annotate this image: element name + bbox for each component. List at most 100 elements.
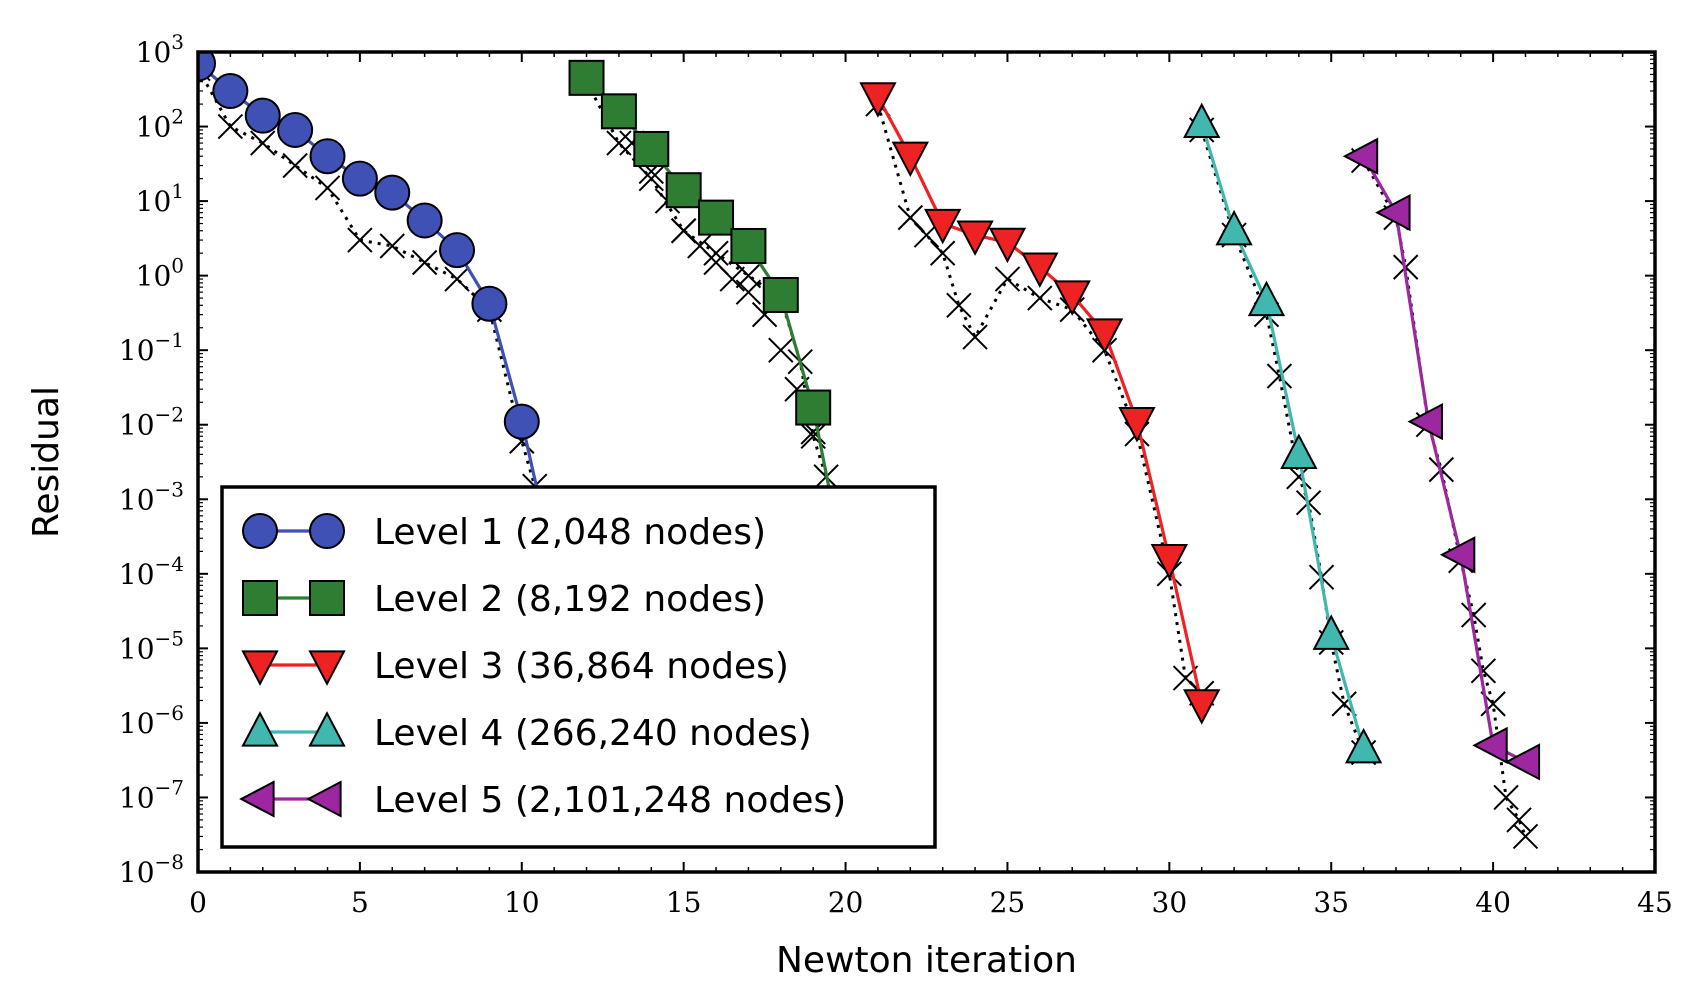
reference-cross-marker <box>411 249 438 276</box>
x-tick-labels: 0 5 10 15 20 25 30 35 40 45 <box>189 886 1673 919</box>
y-tick-label: 10−5 <box>119 626 184 665</box>
x-tick-label: 45 <box>1637 886 1673 919</box>
triangle-down-marker <box>1053 280 1091 316</box>
triangle-left-marker <box>239 780 275 818</box>
reference-cross-marker <box>929 240 956 266</box>
series-2 <box>568 59 835 507</box>
y-tick-label: 10−6 <box>119 701 184 740</box>
y-tick-label: 101 <box>136 179 184 218</box>
square-marker <box>600 93 637 130</box>
y-tick-label: 10−7 <box>119 775 184 814</box>
x-axis-title: Newton iteration <box>776 940 1077 981</box>
reference-cross-marker <box>347 227 373 253</box>
triangle-up-marker <box>241 711 279 747</box>
triangle-down-marker <box>1183 689 1221 725</box>
triangle-down-marker <box>1021 252 1059 288</box>
circle-marker <box>341 160 378 197</box>
series-layer <box>198 52 1541 781</box>
circle-marker <box>212 72 249 109</box>
square-marker <box>698 199 735 236</box>
x-tick-label: 15 <box>666 886 702 919</box>
square-marker <box>665 172 702 209</box>
legend-label: Level 2 (8,192 nodes) <box>374 579 766 620</box>
circle-marker <box>439 232 476 269</box>
y-tick-labels: 103 102 101 100 10−1 10−2 10−3 10−4 10−5 10−6 10−7… <box>119 30 184 889</box>
triangle-down-marker <box>956 220 994 256</box>
triangle-left-marker <box>1504 743 1541 781</box>
triangle-down-marker <box>924 208 962 245</box>
circle-marker <box>309 513 345 549</box>
reference-cross-marker <box>250 130 276 156</box>
x-tick-label: 35 <box>1313 886 1349 919</box>
x-tick-label: 20 <box>828 886 864 919</box>
y-tick-label: 10−8 <box>119 850 184 889</box>
triangle-down-marker <box>988 227 1027 264</box>
legend-label: Level 4 (266,240 nodes) <box>374 713 812 754</box>
reference-cross-marker <box>444 266 470 292</box>
triangle-left-marker <box>1375 193 1411 232</box>
square-marker <box>633 130 670 167</box>
x-tick-label: 0 <box>189 886 207 919</box>
triangle-up-marker <box>1280 433 1318 469</box>
reference-cross-marker <box>606 130 632 156</box>
square-marker <box>242 580 278 616</box>
square-marker <box>730 227 767 264</box>
square-marker <box>568 59 605 96</box>
reference-cross-marker <box>638 165 664 192</box>
circle-marker <box>242 513 278 549</box>
x-tick-label: 30 <box>1152 886 1188 919</box>
reference-cross-marker <box>994 266 1021 292</box>
triangle-down-marker <box>1150 544 1188 580</box>
reference-cross-marker <box>1493 784 1519 811</box>
reference-cross-marker <box>1506 807 1532 833</box>
series-1 <box>198 52 540 494</box>
triangle-up-marker <box>308 711 346 747</box>
reference-cross-marker <box>217 113 244 140</box>
triangle-left-marker <box>1342 137 1379 175</box>
series-4 <box>1183 102 1383 764</box>
legend: Level 1 (2,048 nodes) Level 2 (8,192 node… <box>220 485 937 849</box>
reference-cross-marker <box>379 233 405 259</box>
y-tick-label: 102 <box>136 105 184 144</box>
triangle-down-marker <box>859 82 897 118</box>
triangle-down-marker <box>308 650 346 686</box>
series-line <box>1200 123 1366 750</box>
triangle-left-marker <box>1407 402 1443 441</box>
circle-marker <box>277 111 314 148</box>
reference-cross-marker <box>1512 823 1539 850</box>
x-tick-label: 25 <box>990 886 1026 919</box>
triangle-up-marker <box>1312 614 1350 650</box>
y-tick-label: 10−3 <box>119 477 184 516</box>
triangle-up-marker <box>1215 209 1253 246</box>
triangle-up-marker <box>1183 102 1221 139</box>
y-tick-label: 10−2 <box>119 403 184 442</box>
legend-label: Level 5 (2,101,248 nodes) <box>374 780 846 821</box>
y-tick-label: 100 <box>136 254 184 293</box>
series-3 <box>859 82 1221 725</box>
triangle-left-marker <box>306 780 342 818</box>
series-5 <box>1342 137 1541 781</box>
x-tick-label: 5 <box>351 886 369 919</box>
y-tick-label: 10−4 <box>119 552 184 591</box>
reference-cross-marker <box>1027 285 1053 311</box>
reference-cross-marker <box>282 152 308 179</box>
circle-marker <box>198 52 216 82</box>
y-tick-label: 103 <box>136 30 184 69</box>
triangle-up-marker <box>1247 280 1286 317</box>
y-tick-label: 10−1 <box>119 328 184 367</box>
reference-cross-marker <box>1460 602 1487 628</box>
triangle-down-marker <box>241 650 279 686</box>
plot-frame <box>196 50 1657 874</box>
triangle-left-marker <box>1439 536 1476 574</box>
triangle-down-marker <box>1118 407 1156 443</box>
reference-cross-marker <box>703 240 729 266</box>
y-axis-title: Residual <box>26 386 67 538</box>
reference-dotted-line <box>198 67 537 487</box>
circle-marker <box>374 174 411 211</box>
legend-label: Level 3 (36,864 nodes) <box>374 646 789 687</box>
circle-marker <box>503 403 540 440</box>
reference-cross-marker <box>1266 363 1293 389</box>
square-marker <box>795 389 832 426</box>
triangle-up-marker <box>1344 727 1383 764</box>
